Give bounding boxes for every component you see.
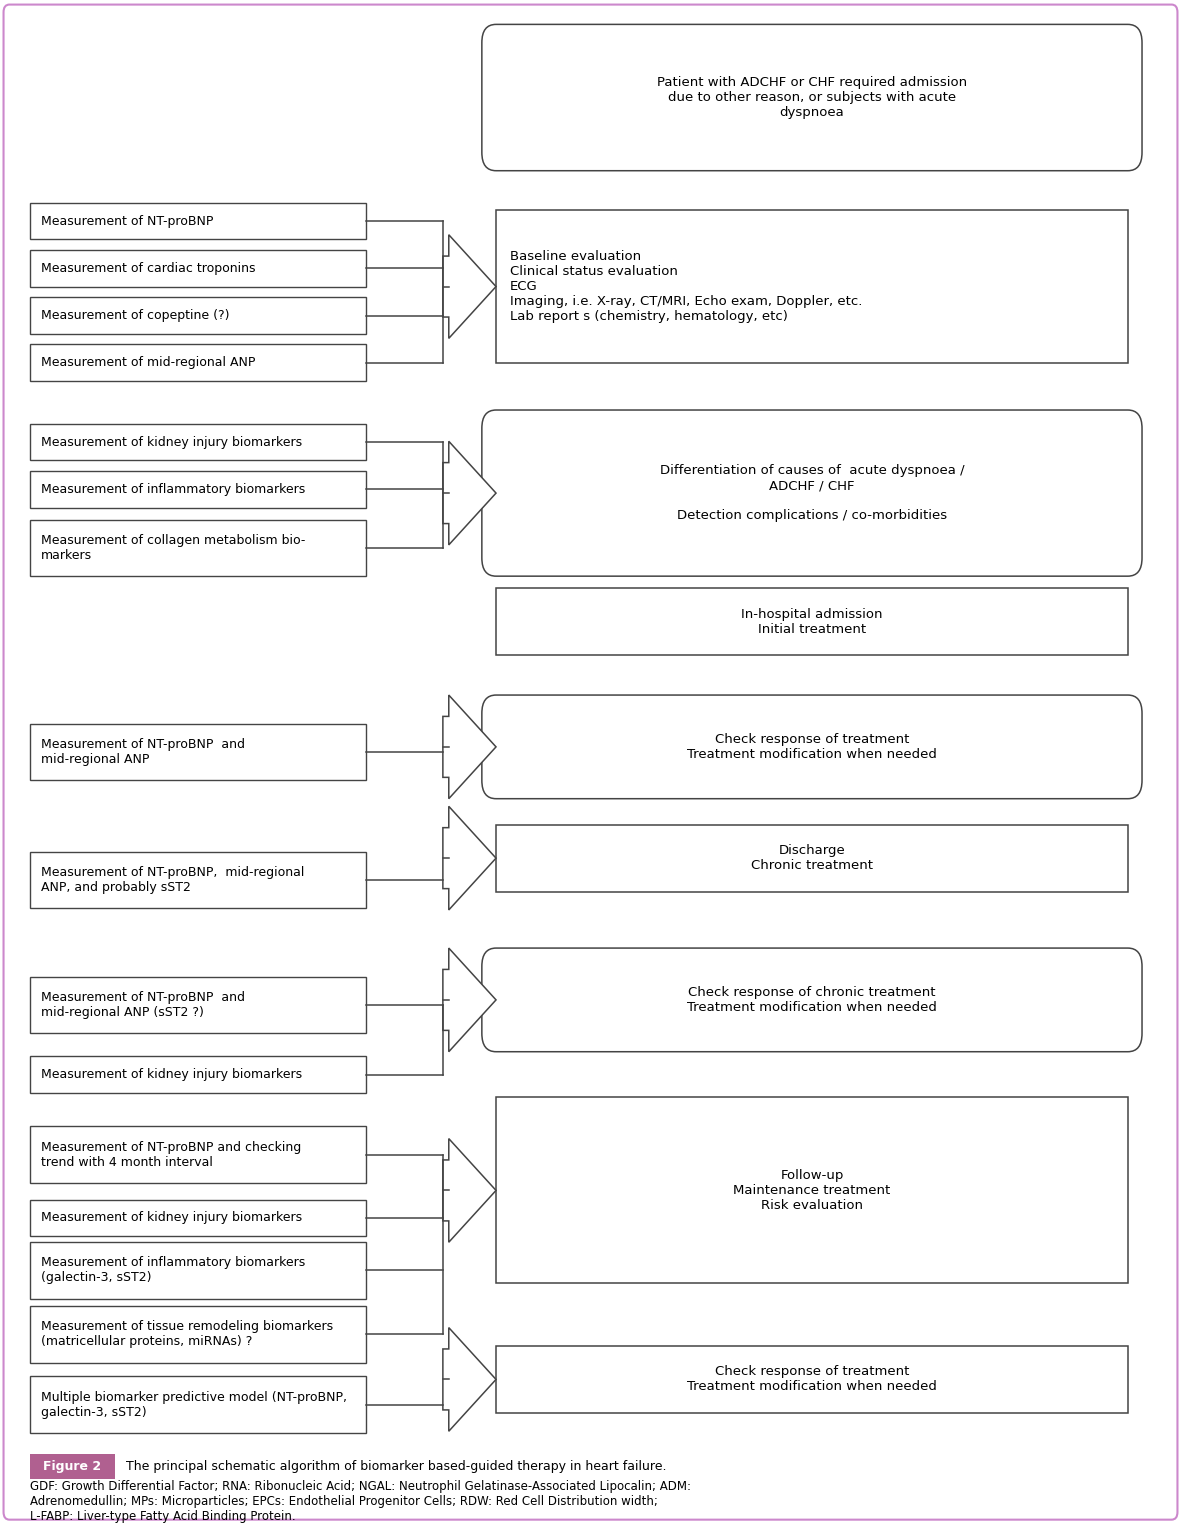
Text: Measurement of NT-proBNP and checking
trend with 4 month interval: Measurement of NT-proBNP and checking tr… <box>41 1141 301 1168</box>
Polygon shape <box>443 1328 496 1432</box>
Text: Follow-up
Maintenance treatment
Risk evaluation: Follow-up Maintenance treatment Risk eva… <box>733 1170 890 1213</box>
Text: Measurement of NT-proBNP: Measurement of NT-proBNP <box>41 215 214 227</box>
Text: Measurement of inflammatory biomarkers: Measurement of inflammatory biomarkers <box>41 483 306 495</box>
Text: Measurement of NT-proBNP  and
mid-regional ANP (sST2 ?): Measurement of NT-proBNP and mid-regiona… <box>41 992 246 1019</box>
FancyBboxPatch shape <box>30 423 366 460</box>
Polygon shape <box>443 694 496 799</box>
Polygon shape <box>443 947 496 1052</box>
Text: Measurement of kidney injury biomarkers: Measurement of kidney injury biomarkers <box>41 1211 302 1225</box>
FancyBboxPatch shape <box>30 297 366 334</box>
Text: Measurement of inflammatory biomarkers
(galectin-3, sST2): Measurement of inflammatory biomarkers (… <box>41 1257 306 1285</box>
Polygon shape <box>443 235 496 339</box>
Text: In-hospital admission
Initial treatment: In-hospital admission Initial treatment <box>742 609 882 636</box>
Text: Measurement of copeptine (?): Measurement of copeptine (?) <box>41 310 230 322</box>
Polygon shape <box>443 806 496 911</box>
Text: Figure 2: Figure 2 <box>43 1459 102 1473</box>
FancyBboxPatch shape <box>30 1242 366 1298</box>
FancyBboxPatch shape <box>30 1377 366 1433</box>
FancyBboxPatch shape <box>496 825 1128 892</box>
FancyBboxPatch shape <box>30 250 366 287</box>
Text: Measurement of collagen metabolism bio-
markers: Measurement of collagen metabolism bio- … <box>41 533 306 563</box>
FancyBboxPatch shape <box>30 724 366 780</box>
Text: Check response of chronic treatment
Treatment modification when needed: Check response of chronic treatment Trea… <box>687 986 937 1013</box>
Text: Measurement of tissue remodeling biomarkers
(matricellular proteins, miRNAs) ?: Measurement of tissue remodeling biomark… <box>41 1320 333 1349</box>
Text: The principal schematic algorithm of biomarker based-guided therapy in heart fai: The principal schematic algorithm of bio… <box>126 1459 667 1473</box>
Polygon shape <box>443 442 496 544</box>
FancyBboxPatch shape <box>30 1455 115 1478</box>
Text: Check response of treatment
Treatment modification when needed: Check response of treatment Treatment mo… <box>687 1366 937 1393</box>
FancyBboxPatch shape <box>30 202 366 239</box>
Text: Measurement of kidney injury biomarkers: Measurement of kidney injury biomarkers <box>41 435 302 449</box>
FancyBboxPatch shape <box>496 210 1128 363</box>
FancyBboxPatch shape <box>482 409 1142 576</box>
FancyBboxPatch shape <box>30 1199 366 1236</box>
FancyBboxPatch shape <box>30 1056 366 1093</box>
Text: Measurement of NT-proBNP,  mid-regional
ANP, and probably sST2: Measurement of NT-proBNP, mid-regional A… <box>41 866 305 894</box>
Text: Measurement of cardiac troponins: Measurement of cardiac troponins <box>41 262 256 274</box>
Text: Baseline evaluation
Clinical status evaluation
ECG
Imaging, i.e. X-ray, CT/MRI, : Baseline evaluation Clinical status eval… <box>510 250 862 323</box>
FancyBboxPatch shape <box>30 345 366 382</box>
FancyBboxPatch shape <box>496 589 1128 656</box>
Text: Discharge
Chronic treatment: Discharge Chronic treatment <box>751 845 873 872</box>
Polygon shape <box>443 1139 496 1242</box>
FancyBboxPatch shape <box>30 471 366 507</box>
Text: Differentiation of causes of  acute dyspnoea /
ADCHF / CHF

Detection complicati: Differentiation of causes of acute dyspn… <box>660 464 964 523</box>
Text: Measurement of mid-regional ANP: Measurement of mid-regional ANP <box>41 356 256 369</box>
FancyBboxPatch shape <box>30 852 366 909</box>
FancyBboxPatch shape <box>482 25 1142 170</box>
FancyBboxPatch shape <box>482 947 1142 1052</box>
Text: Measurement of kidney injury biomarkers: Measurement of kidney injury biomarkers <box>41 1069 302 1081</box>
FancyBboxPatch shape <box>496 1346 1128 1413</box>
Text: Multiple biomarker predictive model (NT-proBNP,
galectin-3, sST2): Multiple biomarker predictive model (NT-… <box>41 1390 347 1418</box>
FancyBboxPatch shape <box>30 1127 366 1183</box>
Text: Check response of treatment
Treatment modification when needed: Check response of treatment Treatment mo… <box>687 733 937 760</box>
Text: Patient with ADCHF or CHF required admission
due to other reason, or subjects wi: Patient with ADCHF or CHF required admis… <box>657 77 967 120</box>
FancyBboxPatch shape <box>30 1306 366 1363</box>
Text: GDF: Growth Differential Factor; RNA: Ribonucleic Acid; NGAL: Neutrophil Gelatin: GDF: Growth Differential Factor; RNA: Ri… <box>30 1479 691 1522</box>
Text: Measurement of NT-proBNP  and
mid-regional ANP: Measurement of NT-proBNP and mid-regiona… <box>41 739 246 766</box>
FancyBboxPatch shape <box>30 520 366 576</box>
FancyBboxPatch shape <box>482 694 1142 799</box>
FancyBboxPatch shape <box>496 1098 1128 1283</box>
FancyBboxPatch shape <box>30 977 366 1033</box>
